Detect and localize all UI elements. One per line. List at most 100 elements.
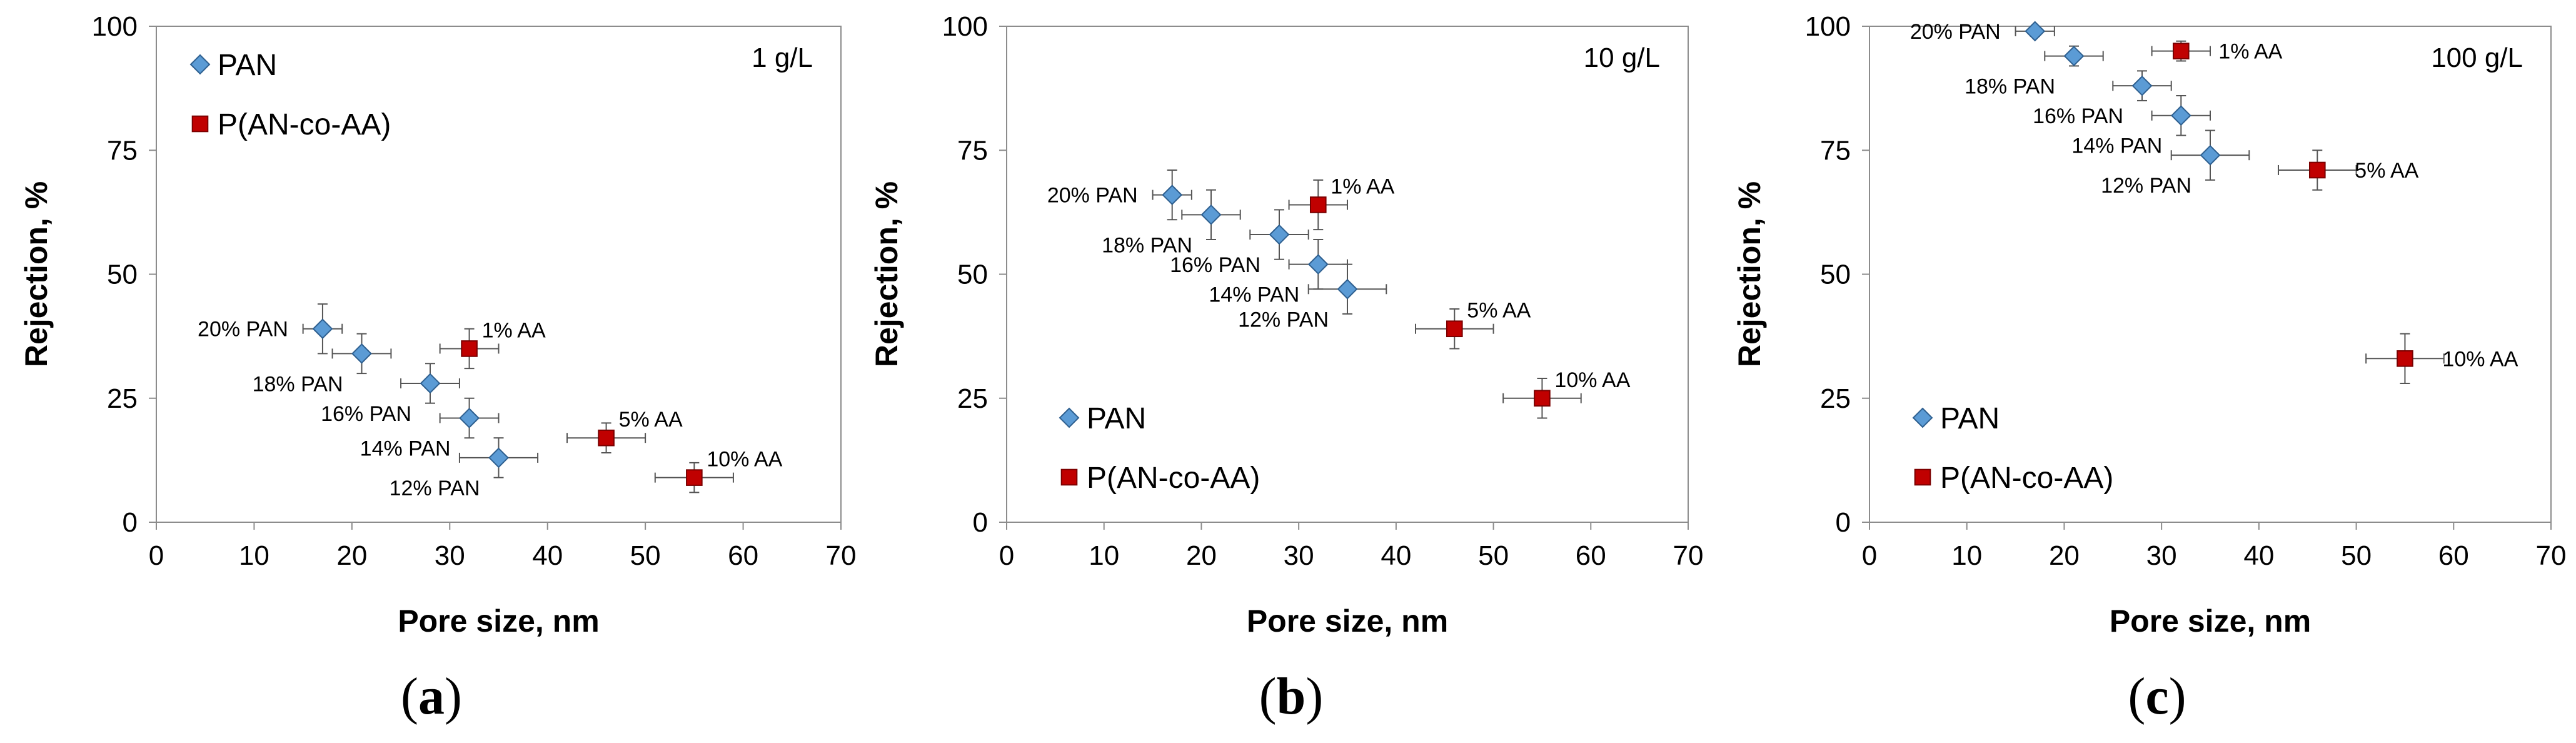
y-tick-label: 75 <box>107 135 138 166</box>
legend-marker-pan <box>1912 407 1933 428</box>
data-point-pan <box>2200 144 2221 166</box>
data-label: 5% AA <box>619 408 683 432</box>
error-bars <box>331 333 392 375</box>
legend-label: P(AN-co-AA) <box>218 108 391 141</box>
x-tick-label: 70 <box>2536 540 2567 571</box>
y-tick-label: 100 <box>1805 11 1851 42</box>
data-label: 5% AA <box>1467 299 1531 323</box>
legend-marker-pan <box>1059 407 1080 428</box>
data-point-pan <box>2025 21 2046 42</box>
data-point-pan <box>2170 105 2191 126</box>
chart-panel-a: 0 10 20 30 40 50 60 70 0 25 50 75 100 Pore size, nm Re… <box>19 11 856 639</box>
x-tick-label: 70 <box>826 540 857 571</box>
y-tick-label: 25 <box>957 383 988 414</box>
x-tick-label: 40 <box>2243 540 2274 571</box>
data-point-copolymer <box>461 340 478 357</box>
data-point-pan <box>1162 184 1183 206</box>
plot-frame <box>1869 26 2552 523</box>
x-axis-label: Pore size, nm <box>2110 604 2311 639</box>
data-point-pan <box>351 343 372 364</box>
y-tick-label: 25 <box>1820 383 1851 414</box>
chart-panel-b: 0 10 20 30 40 50 60 70 0 25 50 75 100 Pore size, nm Re… <box>869 11 1703 639</box>
data-label: 18% PAN <box>1965 75 2055 99</box>
x-axis-label: Pore size, nm <box>1247 604 1448 639</box>
data-label: 12% PAN <box>1238 308 1329 331</box>
x-tick-label: 60 <box>2438 540 2469 571</box>
legend-label: PAN <box>1087 402 1146 435</box>
y-tick-label: 100 <box>92 11 138 42</box>
data-label: 10% AA <box>1554 368 1630 392</box>
x-tick-label: 20 <box>1186 540 1217 571</box>
concentration-annotation: 100 g/L <box>2431 43 2523 73</box>
data-point-pan <box>2063 46 2085 66</box>
data-point-copolymer <box>686 469 703 486</box>
data-point-pan <box>1307 254 1329 275</box>
x-tick-label: 30 <box>435 540 465 571</box>
x-tick-label: 50 <box>2341 540 2372 571</box>
legend-marker-copolymer <box>1914 468 1931 486</box>
panel-caption-c: (c) <box>2128 667 2186 725</box>
y-tick-label: 25 <box>107 383 138 414</box>
y-tick-label: 50 <box>957 260 988 290</box>
y-tick-label: 75 <box>957 135 988 166</box>
x-tick-label: 70 <box>1673 540 1704 571</box>
legend-marker-copolymer <box>191 115 209 133</box>
data-label: 20% PAN <box>1047 184 1138 208</box>
data-label: 10% AA <box>707 448 782 472</box>
data-point-copolymer <box>1446 320 1463 338</box>
data-point-copolymer <box>2397 350 2413 367</box>
x-tick-label: 40 <box>1381 540 1411 571</box>
x-tick-label: 40 <box>532 540 563 571</box>
legend-label: PAN <box>218 49 277 82</box>
data-point-pan <box>459 408 480 428</box>
x-tick-label: 10 <box>239 540 269 571</box>
legend-marker-copolymer <box>1060 468 1078 486</box>
legend-label: PAN <box>1940 402 2000 435</box>
y-tick-label: 0 <box>1836 507 1851 538</box>
panel-caption-b: (b) <box>1259 667 1324 725</box>
data-point-pan <box>2131 75 2153 96</box>
x-tick-label: 20 <box>336 540 367 571</box>
x-tick-label: 10 <box>1089 540 1119 571</box>
x-tick-label: 50 <box>1478 540 1509 571</box>
data-label: 14% PAN <box>360 437 451 460</box>
legend-label: P(AN-co-AA) <box>1940 462 2113 495</box>
data-label: 14% PAN <box>2071 134 2162 158</box>
data-label: 1% AA <box>482 318 546 342</box>
x-tick-label: 20 <box>2049 540 2080 571</box>
legend-marker-pan <box>189 54 211 75</box>
data-point-pan <box>420 373 441 394</box>
concentration-annotation: 10 g/L <box>1584 43 1660 73</box>
data-point-copolymer <box>2172 43 2190 59</box>
x-tick-label: 0 <box>149 540 164 571</box>
data-label: 18% PAN <box>1102 233 1192 257</box>
data-label: 14% PAN <box>1209 283 1299 307</box>
concentration-annotation: 1 g/L <box>752 43 813 73</box>
data-label: 20% PAN <box>1910 20 2001 44</box>
data-label: 5% AA <box>2355 159 2418 183</box>
data-point-copolymer <box>1534 390 1551 407</box>
y-tick-label: 75 <box>1820 135 1851 166</box>
data-label: 12% PAN <box>2101 174 2191 198</box>
data-point-copolymer <box>1309 196 1327 213</box>
data-point-pan <box>1337 278 1358 300</box>
x-tick-label: 30 <box>1284 540 1314 571</box>
data-point-pan <box>1200 204 1222 225</box>
x-tick-label: 60 <box>728 540 758 571</box>
data-point-pan <box>312 318 333 340</box>
data-label: 12% PAN <box>390 477 480 500</box>
y-axis-label: Rejection, % <box>869 181 904 367</box>
x-tick-label: 10 <box>1951 540 1982 571</box>
x-axis-label: Pore size, nm <box>398 604 599 639</box>
data-point-copolymer <box>598 429 615 447</box>
y-tick-label: 50 <box>107 260 138 290</box>
panel-caption-a: (a) <box>401 667 462 725</box>
x-tick-label: 50 <box>630 540 661 571</box>
legend-label: P(AN-co-AA) <box>1087 462 1260 495</box>
data-label: 16% PAN <box>2033 104 2123 128</box>
y-tick-label: 0 <box>123 507 138 538</box>
data-point-copolymer <box>2308 161 2326 179</box>
y-tick-label: 100 <box>942 11 988 42</box>
data-point-pan <box>488 447 509 468</box>
